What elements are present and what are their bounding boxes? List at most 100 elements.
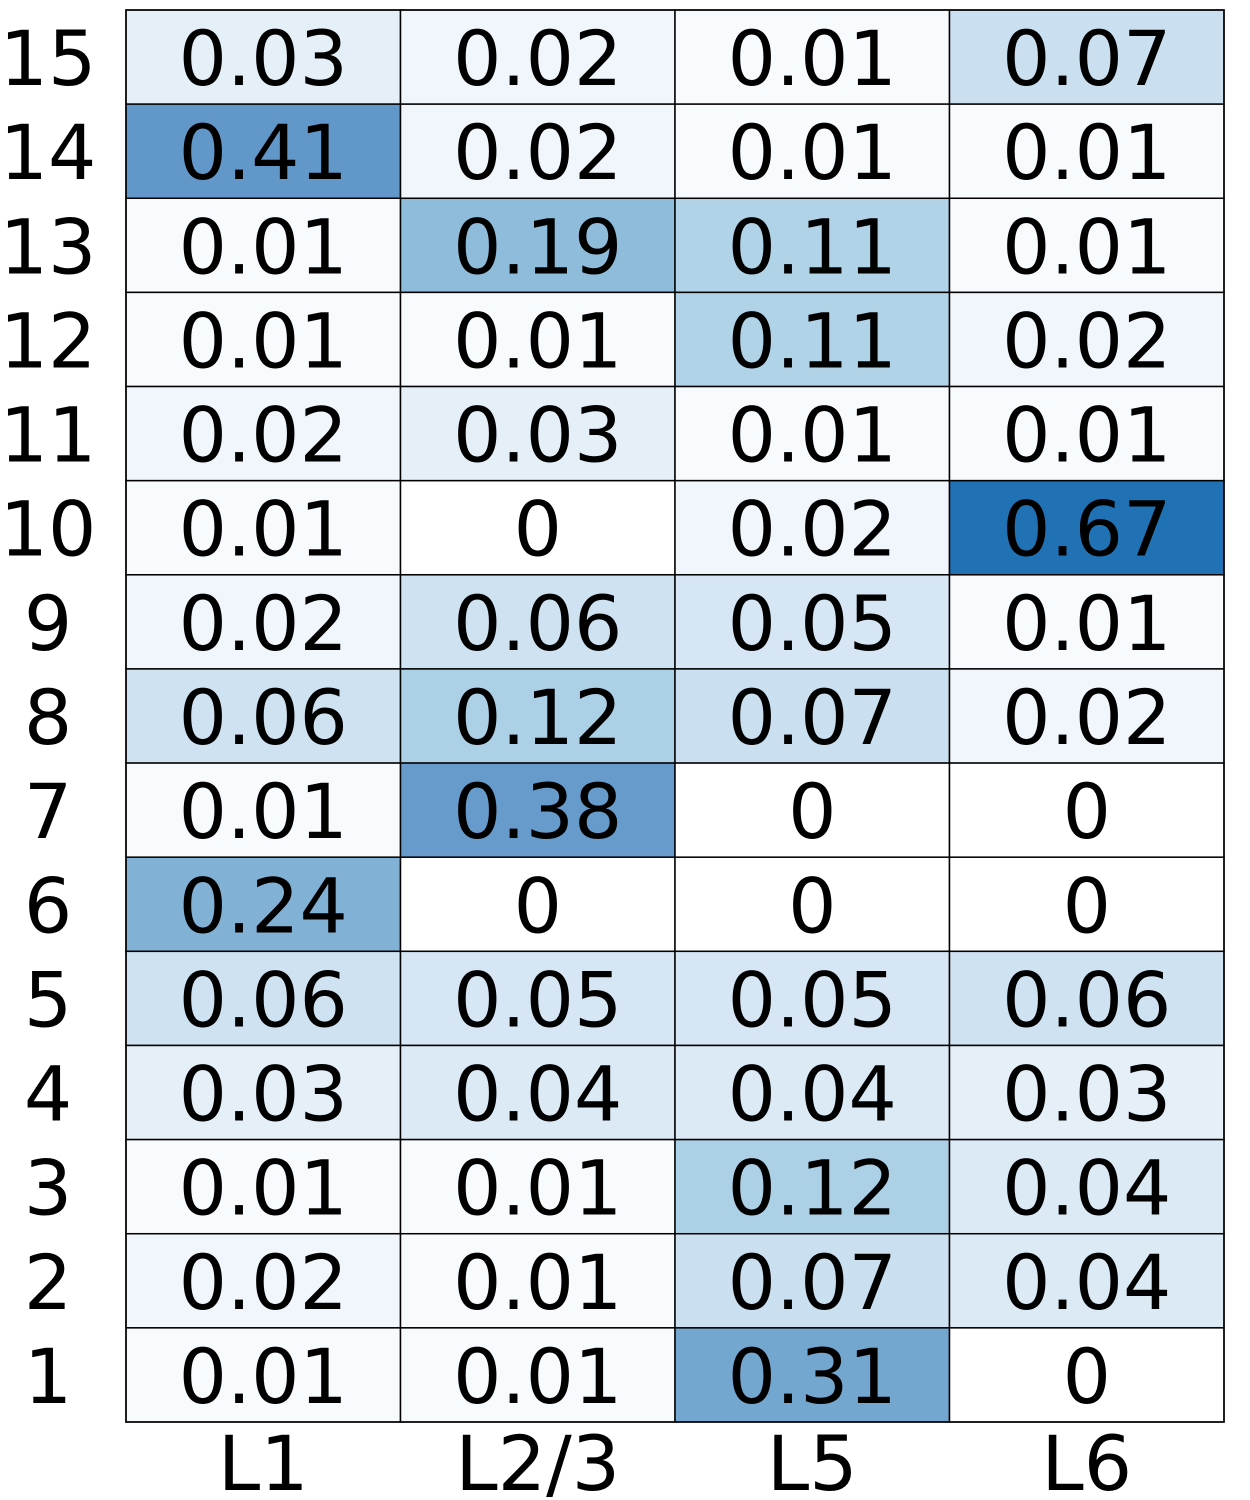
cell-value-label: 0 [1063,861,1111,950]
cell-value-label: 0 [788,861,836,950]
cell-value-label: 0 [514,861,562,950]
cell-value-label: 0.06 [1002,955,1171,1044]
heatmap-cell-r14-L1 [125,103,402,200]
heatmap-cell-r6-L2/3 [399,856,676,953]
heatmap-cell-r11-L2/3 [399,385,676,482]
cell-value-label: 0.06 [179,955,348,1044]
cell-value-label: 0.07 [1002,14,1171,103]
heatmap-cell-r2-L5 [674,1232,951,1329]
heatmap-cell-r15-L2/3 [399,9,676,105]
heatmap-cell-r10-L1 [125,479,402,576]
cell-value-label: 0.02 [453,108,622,197]
cell-value-label: 0.05 [728,579,897,668]
heatmap-cell-r14-L2/3 [399,103,676,200]
cell-value-label: 0.01 [453,1332,622,1421]
cell-value-label: 0.01 [1002,579,1171,668]
heatmap-cell-r12-L2/3 [399,291,676,388]
cell-value-label: 0.02 [1002,673,1171,762]
cell-value-label: 0.01 [728,108,897,197]
heatmap-cell-r4-L2/3 [399,1044,676,1141]
cell-value-label: 0.04 [1002,1238,1171,1327]
row-tick-label: 1 [24,1332,72,1421]
row-tick-label: 15 [0,14,96,103]
cell-value-label: 0 [1063,1332,1111,1421]
cell-value-label: 0.41 [179,108,348,197]
cell-value-label: 0.03 [179,14,348,103]
heatmap-cell-r7-L5 [674,762,951,858]
cell-value-label: 0.02 [728,485,897,574]
cell-value-label: 0.03 [1002,1050,1171,1139]
heatmap-cell-r3-L5 [674,1138,951,1235]
heatmap-cell-r3-L1 [125,1138,402,1235]
cell-value-label: 0 [514,485,562,574]
cell-value-label: 0.02 [453,14,622,103]
heatmap-cell-r9-L6 [948,574,1225,670]
cell-value-label: 0.07 [728,673,897,762]
column-tick-label: L2/3 [455,1419,620,1500]
heatmap-cell-r12-L1 [125,291,402,388]
cell-value-label: 0.01 [179,202,348,291]
cell-value-label: 0.07 [728,1238,897,1327]
heatmap-cell-r8-L5 [674,668,951,764]
heatmap-cell-r11-L1 [125,385,402,482]
cell-value-label: 0.02 [179,1238,348,1327]
heatmap-cell-r10-L2/3 [399,479,676,576]
heatmap-cell-r3-L2/3 [399,1138,676,1235]
cell-value-label: 0.01 [179,1332,348,1421]
cell-value-label: 0.01 [453,1144,622,1233]
heatmap-cell-r8-L1 [125,668,402,764]
cell-value-label: 0.01 [728,391,897,480]
row-tick-label: 11 [0,391,96,480]
cell-value-label: 0.02 [179,579,348,668]
cell-value-label: 0.01 [453,296,622,385]
cell-value-label: 0.01 [179,1144,348,1233]
heatmap-cell-r11-L5 [674,385,951,482]
heatmap-cell-r13-L6 [948,197,1225,294]
heatmap-cell-r15-L6 [948,9,1225,105]
cell-value-label: 0.67 [1002,485,1171,574]
row-tick-label: 12 [0,296,96,385]
heatmap-cell-r7-L6 [948,762,1225,858]
heatmap-cell-r4-L5 [674,1044,951,1141]
cell-value-label: 0.11 [728,296,897,385]
cell-value-label: 0.06 [179,673,348,762]
cell-value-label: 0.19 [453,202,622,291]
heatmap-cell-r2-L6 [948,1232,1225,1329]
heatmap-cell-r9-L5 [674,574,951,670]
cell-value-label: 0.01 [179,767,348,856]
cell-value-label: 0.03 [453,391,622,480]
heatmap-cell-r6-L1 [125,856,402,953]
cell-value-label: 0.04 [453,1050,622,1139]
cell-value-label: 0 [1063,767,1111,856]
cell-value-label: 0.01 [1002,391,1171,480]
heatmap-cell-r4-L1 [125,1044,402,1141]
cell-value-label: 0 [788,767,836,856]
cell-value-label: 0.05 [728,955,897,1044]
row-tick-label: 14 [0,108,96,197]
row-tick-label: 13 [0,202,96,291]
column-tick-label: L5 [767,1419,858,1500]
row-tick-label: 8 [24,673,72,762]
cell-value-label: 0.04 [728,1050,897,1139]
row-tick-label: 2 [24,1238,72,1327]
heatmap-cell-r9-L1 [125,574,402,670]
cell-value-label: 0.03 [179,1050,348,1139]
row-tick-label: 7 [24,767,72,856]
heatmap-cell-r4-L6 [948,1044,1225,1141]
column-tick-label: L1 [218,1419,309,1500]
cell-value-label: 0.06 [453,579,622,668]
cell-value-label: 0.02 [179,391,348,480]
cell-value-label: 0.02 [1002,296,1171,385]
cell-value-label: 0.12 [728,1144,897,1233]
cell-value-label: 0.01 [453,1238,622,1327]
heatmap-cell-r15-L1 [125,9,402,105]
row-tick-label: 4 [24,1050,72,1139]
heatmap-cell-r10-L5 [674,479,951,576]
cell-value-label: 0.12 [453,673,622,762]
heatmap-cell-r5-L2/3 [399,950,676,1047]
column-tick-label: L6 [1041,1419,1132,1500]
heatmap-cell-r12-L5 [674,291,951,388]
cell-value-label: 0.31 [728,1332,897,1421]
heatmap-column-labels: L1 L2/3 L5 L6 [218,1419,1132,1500]
